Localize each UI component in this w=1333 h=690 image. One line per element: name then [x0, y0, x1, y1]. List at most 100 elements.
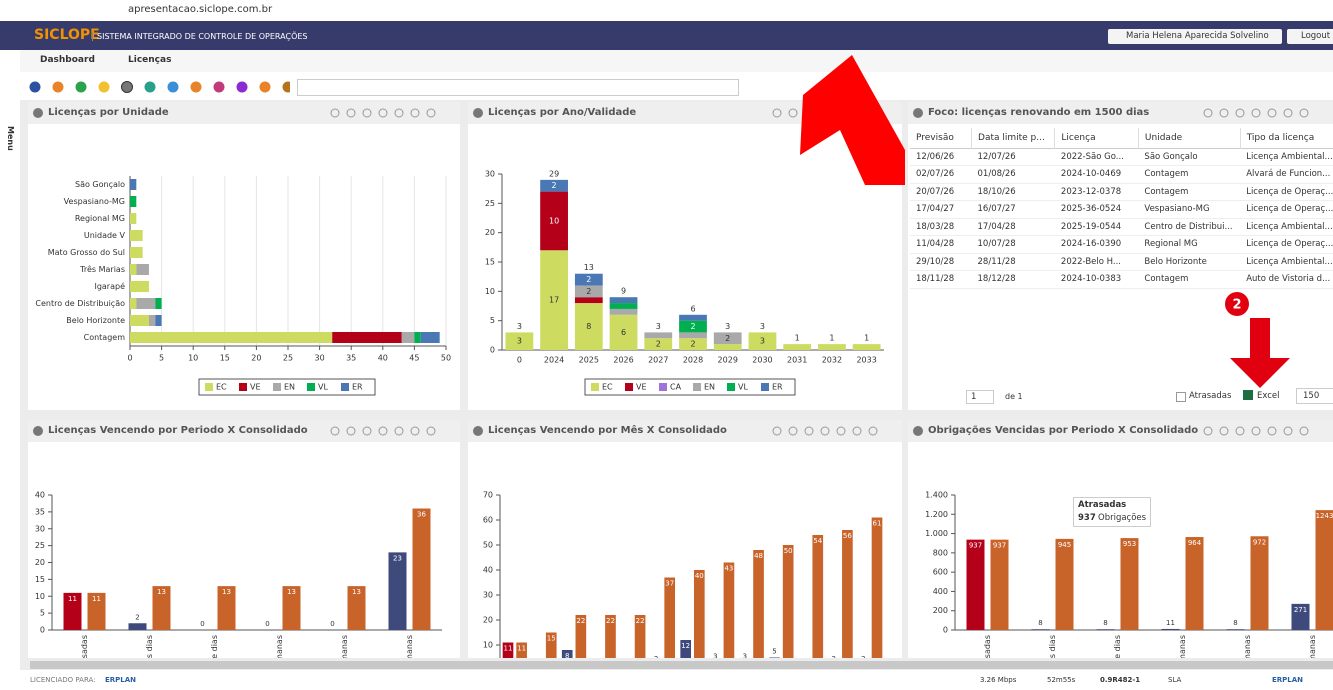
tool-icon[interactable]	[852, 108, 862, 118]
late-checkbox[interactable]	[1176, 392, 1186, 402]
table-cell: Contagem	[1144, 274, 1189, 285]
filter-dot[interactable]	[121, 81, 133, 93]
tool-icon[interactable]	[330, 108, 340, 118]
filter-dot[interactable]	[52, 81, 64, 93]
page-size[interactable]: 150	[1296, 388, 1333, 404]
bar-segment	[420, 332, 440, 343]
tool-icon[interactable]	[1251, 426, 1261, 436]
filter-dot[interactable]	[29, 81, 41, 93]
tool-icon[interactable]	[1283, 426, 1293, 436]
filter-dot[interactable]	[144, 81, 156, 93]
value-label: 40	[695, 572, 704, 580]
y-tick-label: 60	[483, 516, 493, 525]
tool-icon[interactable]	[378, 426, 388, 436]
tool-icon[interactable]	[1299, 426, 1309, 436]
column-header[interactable]: Licença	[1054, 128, 1139, 148]
tool-icon[interactable]	[852, 426, 862, 436]
tab[interactable]: Licenças	[128, 55, 172, 65]
table-row[interactable]: 20/07/26 18/10/26 2023-12-0378 Contagem Lice…	[910, 183, 1333, 201]
column-header[interactable]: Tipo da licença	[1240, 128, 1333, 148]
value-label: 61	[873, 520, 882, 528]
tool-icon[interactable]	[820, 108, 830, 118]
filter-dot[interactable]	[213, 81, 225, 93]
filter-dot[interactable]	[282, 81, 291, 93]
tool-icon[interactable]	[1219, 426, 1229, 436]
tool-icon[interactable]	[772, 426, 782, 436]
tool-icon[interactable]	[1219, 108, 1229, 118]
legend-label: VE	[636, 383, 647, 392]
tab[interactable]: Dashboard	[40, 55, 95, 65]
tool-icon[interactable]	[378, 108, 388, 118]
tool-icon[interactable]	[1299, 108, 1309, 118]
tool-icon[interactable]	[836, 426, 846, 436]
user-button[interactable]: Maria Helena Aparecida Solvelino	[1108, 29, 1282, 44]
url[interactable]: apresentacao.siclope.com.br	[128, 4, 273, 15]
tool-icon[interactable]	[836, 108, 846, 118]
tool-icon[interactable]	[868, 426, 878, 436]
y-tick-label: 0	[943, 626, 948, 635]
filter-dot[interactable]	[98, 81, 110, 93]
table-cell: Centro de Distribui...	[1144, 221, 1233, 232]
tool-icon[interactable]	[1267, 426, 1277, 436]
filter-dot[interactable]	[190, 81, 202, 93]
tool-icon[interactable]	[788, 426, 798, 436]
tool-icon[interactable]	[804, 426, 814, 436]
table-row[interactable]: 29/10/28 28/11/28 2022-Belo H... Belo Horiz…	[910, 253, 1333, 271]
bar-segment	[748, 332, 777, 350]
table-row[interactable]: 12/06/26 12/07/26 2022-São Go... São Gonçal…	[910, 148, 1333, 166]
value-label: 22	[636, 617, 645, 625]
tool-icon[interactable]	[1267, 108, 1277, 118]
value-label: 48	[754, 552, 763, 560]
tool-icon[interactable]	[362, 108, 372, 118]
filter-dot[interactable]	[75, 81, 87, 93]
tool-icon[interactable]	[410, 108, 420, 118]
tool-icon[interactable]	[426, 108, 436, 118]
footer-sla: SLA	[1168, 676, 1182, 684]
bar	[664, 577, 676, 658]
tool-icon[interactable]	[1235, 108, 1245, 118]
value-label: 945	[1058, 541, 1071, 549]
logout-button[interactable]: Logout	[1287, 29, 1333, 44]
tool-icon[interactable]	[1251, 108, 1261, 118]
table-row[interactable]: 02/07/26 01/08/26 2024-10-0469 Contagem Alva…	[910, 166, 1333, 183]
tool-icon[interactable]	[1203, 426, 1213, 436]
bar-segment	[130, 247, 143, 258]
legend-label: ER	[772, 383, 783, 392]
filter-dot[interactable]	[259, 81, 271, 93]
page-input[interactable]: 1	[966, 390, 994, 404]
tool-icon[interactable]	[362, 426, 372, 436]
column-header[interactable]: Data limite p...	[971, 128, 1056, 148]
table-cell: Alvará de Funcion...	[1246, 169, 1331, 180]
search-box[interactable]	[297, 79, 739, 96]
tool-icon[interactable]	[330, 426, 340, 436]
table-row[interactable]: 18/03/28 17/04/28 2025-19-0544 Centro de Di…	[910, 218, 1333, 236]
tool-icon[interactable]	[820, 426, 830, 436]
tool-icon[interactable]	[804, 108, 814, 118]
tool-icon[interactable]	[346, 108, 356, 118]
y-tick-label: 40	[35, 491, 45, 500]
tool-icon[interactable]	[410, 426, 420, 436]
tool-icon[interactable]	[394, 108, 404, 118]
tool-icon[interactable]	[346, 426, 356, 436]
column-header[interactable]: Previsão	[910, 128, 973, 148]
tool-icon[interactable]	[788, 108, 798, 118]
tool-icon[interactable]	[1203, 108, 1213, 118]
column-header[interactable]: Unidade	[1138, 128, 1241, 148]
filter-dot[interactable]	[167, 81, 179, 93]
excel-label[interactable]: Excel	[1257, 391, 1280, 401]
table-row[interactable]: 11/04/28 10/07/28 2024-16-0390 Regional MG L…	[910, 236, 1333, 253]
tool-icon[interactable]	[426, 426, 436, 436]
tool-icon[interactable]	[868, 108, 878, 118]
tool-icon[interactable]	[772, 108, 782, 118]
tool-icon[interactable]	[1283, 108, 1293, 118]
excel-icon[interactable]	[1243, 390, 1253, 400]
tool-icon[interactable]	[1235, 426, 1245, 436]
footer-time: 52m55s	[1047, 676, 1076, 684]
table-row[interactable]: 18/11/28 18/12/28 2024-10-0383 Contagem Auto…	[910, 271, 1333, 288]
table-row[interactable]: 17/04/27 16/07/27 2025-36-0524 Vespasiano-M…	[910, 201, 1333, 218]
tool-icon[interactable]	[394, 426, 404, 436]
filter-dot[interactable]	[236, 81, 248, 93]
bar-segment	[818, 344, 846, 350]
value-label: 2	[586, 287, 591, 296]
menu-label[interactable]: Menu	[6, 126, 15, 151]
